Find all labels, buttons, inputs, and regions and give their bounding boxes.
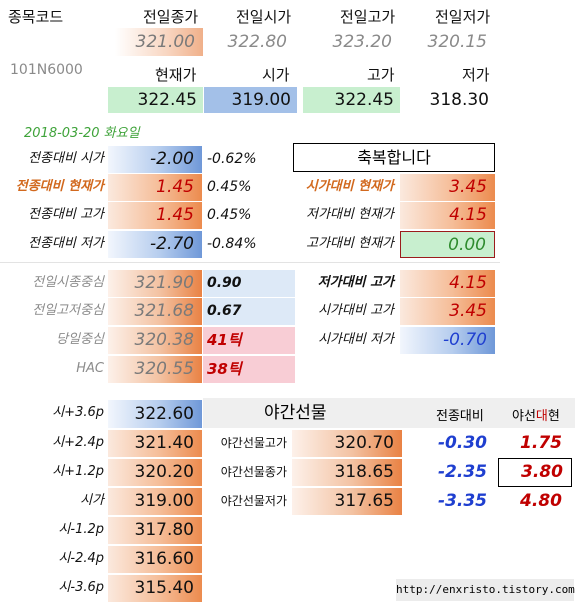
center-prev-hl-diff: 0.67	[203, 298, 295, 325]
low-vs-high-value: 4.15	[400, 270, 495, 297]
section-divider	[0, 262, 500, 263]
night-col-spread: 야선대현	[512, 409, 560, 424]
prev-open-header: 전일시가	[236, 8, 292, 26]
center-today-value: 320.38	[108, 327, 202, 354]
center-prev-close-diff: 0.90	[203, 270, 295, 297]
high-vs-current-label: 고가대비 현재가	[306, 236, 394, 251]
congrats-box: 축복합니다	[293, 143, 495, 172]
vs-prev-high-pct: 0.45%	[207, 207, 252, 223]
level-label: 시+1.2p	[52, 464, 104, 479]
night-high-label: 야간선물고가	[220, 436, 287, 450]
low-vs-current-value: 4.15	[400, 202, 495, 229]
level-label: 시+2.4p	[52, 435, 104, 450]
prev-close-header: 전일종가	[143, 8, 199, 26]
night-low-label: 야간선물저가	[220, 494, 287, 508]
level-label: 시+3.6p	[52, 405, 104, 420]
code-header: 종목코드	[8, 8, 64, 26]
current-header: 현재가	[155, 66, 197, 84]
vs-prev-high-value: 1.45	[108, 202, 202, 229]
vs-prev-low-value: -2.70	[108, 231, 202, 258]
night-title: 야간선물	[264, 403, 327, 423]
open-vs-low-value: -0.70	[400, 327, 495, 354]
vs-prev-current-label: 전종대비 현재가	[15, 179, 104, 194]
night-col-vs: 전종대비	[436, 409, 484, 424]
open-header: 시가	[262, 66, 290, 84]
night-close-spread: 3.80	[498, 458, 572, 487]
low-vs-high-label: 저가대비 고가	[317, 275, 394, 290]
center-prev-hl-value: 321.68	[108, 298, 202, 325]
blog-url[interactable]: http://enxristo.tistory.com	[396, 579, 575, 601]
prev-close-value: 321.00	[115, 28, 203, 56]
low-header: 저가	[462, 66, 490, 84]
level-label: 시-1.2p	[58, 522, 104, 537]
open-vs-current-label: 시가대비 현재가	[305, 179, 394, 194]
low-value: 318.30	[429, 90, 489, 110]
center-prev-close-value: 321.90	[108, 270, 202, 297]
vs-prev-low-label: 전종대비 저가	[28, 236, 104, 251]
open-vs-high-label: 시가대비 고가	[318, 303, 394, 318]
level-value: 316.60	[108, 546, 202, 573]
night-low-value: 317.65	[292, 488, 402, 515]
center-today-diff: 41틱	[203, 327, 295, 354]
hac-diff: 38틱	[203, 356, 295, 383]
night-close-label: 야간선물종가	[220, 465, 287, 479]
prev-open-value: 322.80	[227, 32, 287, 52]
vs-prev-open-pct: -0.62%	[207, 151, 257, 167]
hac-label: HAC	[76, 361, 104, 376]
hac-value: 320.55	[108, 356, 202, 383]
center-prev-close-label: 전일시종중심	[32, 275, 104, 290]
night-high-spread: 1.75	[520, 433, 562, 453]
low-vs-current-label: 저가대비 현재가	[306, 207, 394, 222]
night-close-vs: -2.35	[438, 462, 487, 482]
level-value: 319.00	[108, 488, 202, 515]
vs-prev-current-value: 1.45	[108, 174, 202, 201]
vs-prev-open-value: -2.00	[108, 146, 202, 173]
level-value: 320.20	[108, 459, 202, 486]
date-label: 2018-03-20 화요일	[24, 126, 140, 141]
high-value: 322.45	[303, 87, 400, 113]
level-value: 315.40	[108, 575, 202, 602]
stock-code: 101N6000	[10, 62, 83, 78]
night-low-spread: 4.80	[520, 491, 562, 511]
level-value: 322.60	[108, 400, 202, 428]
open-vs-current-value: 3.45	[400, 174, 495, 201]
level-value: 321.40	[108, 430, 202, 457]
prev-high-value: 323.20	[332, 32, 392, 52]
high-header: 고가	[367, 66, 395, 84]
level-label: 시-3.6p	[58, 580, 104, 595]
night-header-bar	[203, 398, 575, 428]
vs-prev-low-pct: -0.84%	[207, 236, 257, 252]
open-value: 319.00	[204, 87, 297, 113]
level-label: 시가	[80, 493, 104, 508]
prev-high-header: 전일고가	[340, 8, 396, 26]
night-low-vs: -3.35	[438, 491, 487, 511]
current-value: 322.45	[108, 87, 203, 113]
high-vs-current-value: 0.00	[400, 231, 495, 258]
open-vs-low-label: 시가대비 저가	[318, 332, 394, 347]
level-value: 317.80	[108, 517, 202, 544]
night-high-vs: -0.30	[438, 433, 487, 453]
prev-low-header: 전일저가	[435, 8, 491, 26]
level-label: 시-2.4p	[58, 551, 104, 566]
open-vs-high-value: 3.45	[400, 298, 495, 325]
vs-prev-high-label: 전종대비 고가	[28, 207, 104, 222]
night-high-value: 320.70	[292, 430, 402, 457]
vs-prev-current-pct: 0.45%	[207, 179, 252, 195]
center-today-label: 당일중심	[56, 332, 104, 347]
vs-prev-open-label: 전종대비 시가	[28, 151, 104, 166]
night-close-value: 318.65	[292, 459, 402, 486]
prev-low-value: 320.15	[427, 32, 487, 52]
center-prev-hl-label: 전일고저중심	[32, 303, 104, 318]
